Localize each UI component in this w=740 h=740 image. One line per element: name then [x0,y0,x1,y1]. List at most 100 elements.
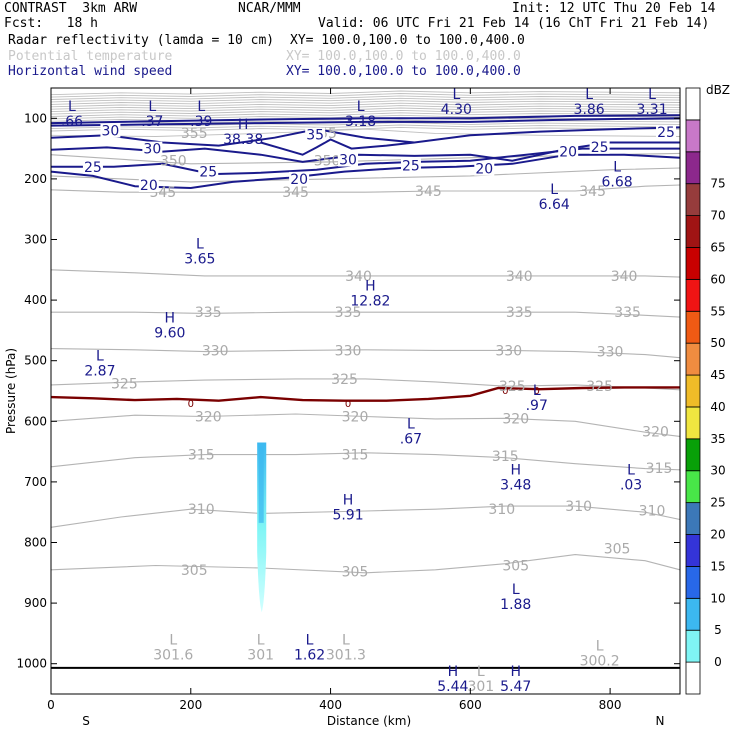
colorbar-label: 40 [710,400,725,414]
y-tick-label: 200 [24,172,47,186]
theta-label: 355 [181,126,208,142]
hl-type: L [257,632,265,648]
hl-value: 4.30 [441,102,472,118]
theta-contour [50,554,681,574]
hl-type: L [96,349,104,365]
hl-type: H [448,664,459,680]
theta-label: 325 [586,379,613,395]
colorbar-swatch [685,183,701,216]
theta-contour [50,167,681,183]
colorbar-swatch [685,151,701,185]
wind-label: 30 [143,142,161,158]
hl-value: 1.88 [500,597,531,613]
y-tick-label: 800 [24,536,47,550]
hl-value: 300.2 [580,653,620,669]
hl-value: 9.60 [154,326,185,342]
colorbar-swatch [685,406,701,440]
theta-label: 335 [506,305,533,321]
theta-label: 315 [492,449,519,465]
theta-label: 350 [160,154,187,170]
colorbar-swatch [685,215,701,248]
theta-label: 325 [111,377,138,393]
wind-label-bg [289,171,310,186]
colorbar-label: 20 [710,528,725,542]
theta-label: 310 [639,503,666,519]
wind-contour [260,138,415,156]
x-tick-label: 200 [179,698,202,712]
field-3-xy: XY= 100.0,100.0 to 100.0,400.0 [286,64,521,79]
hl-type: L [596,638,604,654]
org-label: NCAR/MMM [238,1,301,16]
init-time: Init: 12 UTC Thu 20 Feb 14 [512,1,716,16]
colorbar-swatch [685,374,701,408]
freezing-line [50,386,680,402]
colorbar-swatch [685,629,701,663]
freezing-label: 0 [188,399,194,410]
y-tick-label: 700 [24,475,47,489]
hl-type: L [342,632,350,648]
reflectivity-shading [257,442,267,613]
hl-type: L [627,463,635,479]
hl-type: L [407,417,415,433]
theta-contour-labels: 3553553503503453453453453403403403353353… [111,126,672,581]
hl-value: 6.64 [539,197,570,213]
theta-label: 330 [495,343,522,359]
theta-label: 345 [579,184,606,200]
colorbar-label: 25 [710,496,725,510]
y-tick-label: 300 [24,233,47,247]
theta-label: 345 [415,184,442,200]
theta-contour [50,413,681,437]
theta-label: 335 [195,305,222,321]
theta-label: 320 [342,409,369,425]
field-1-name: Radar reflectivity (lamda = 10 cm) [8,33,275,48]
wind-contour [51,147,680,176]
hl-value: 301.6 [153,647,193,663]
upper-theta-line [50,126,681,132]
colorbar-swatch [685,278,701,312]
plot-frame [50,87,681,695]
theta-label: 310 [565,499,592,515]
wind-label: 25 [591,140,609,156]
theta-contour [50,452,681,471]
theta-label: 305 [342,565,369,581]
y-tick-label: 1000 [16,657,47,671]
y-tick-label: 900 [24,596,47,610]
reflectivity-core [258,446,264,523]
upper-theta-line [50,90,681,96]
hl-value: 301.3 [326,647,366,663]
colorbar-label: 30 [710,464,725,478]
theta-label: 305 [604,542,631,558]
wind-label-bg [400,158,421,173]
colorbar-label: 50 [710,336,725,350]
freezing-label: 0 [502,386,508,397]
theta-label: 345 [282,185,309,201]
hl-type: H [165,311,176,327]
theta-contour [50,184,681,193]
colorbar-label: 65 [710,240,725,254]
high-low-markers: L.66L.37L.39L3.18L4.30L3.86L3.31H38.38L6… [61,87,668,695]
y-tick-label: 600 [24,414,47,428]
wind-label: 30 [339,153,357,169]
upper-theta-line [50,128,681,137]
theta-label: 330 [202,343,229,359]
theta-label: 325 [499,379,526,395]
x-end-label-north: N [656,714,665,728]
theta-label: 330 [597,345,624,361]
hl-value: 1.62 [294,647,325,663]
hl-value: 2.87 [84,364,115,380]
hl-type: H [238,117,249,133]
upper-theta-line [50,100,681,105]
wind-label-bg [338,152,359,167]
hl-value: 3.65 [184,252,215,268]
hl-type: L [68,99,76,115]
colorbar-swatch [685,87,701,121]
wind-label: 35 [306,128,324,144]
upper-theta-line [50,109,681,115]
theta-contour-lines [50,152,681,574]
wind-contour [50,114,681,125]
wind-label-bg [198,164,219,179]
colorbar-label: 45 [710,368,725,382]
x-tick-label: 0 [47,698,55,712]
wind-label-bg [82,159,103,174]
wind-label: 25 [657,125,675,141]
